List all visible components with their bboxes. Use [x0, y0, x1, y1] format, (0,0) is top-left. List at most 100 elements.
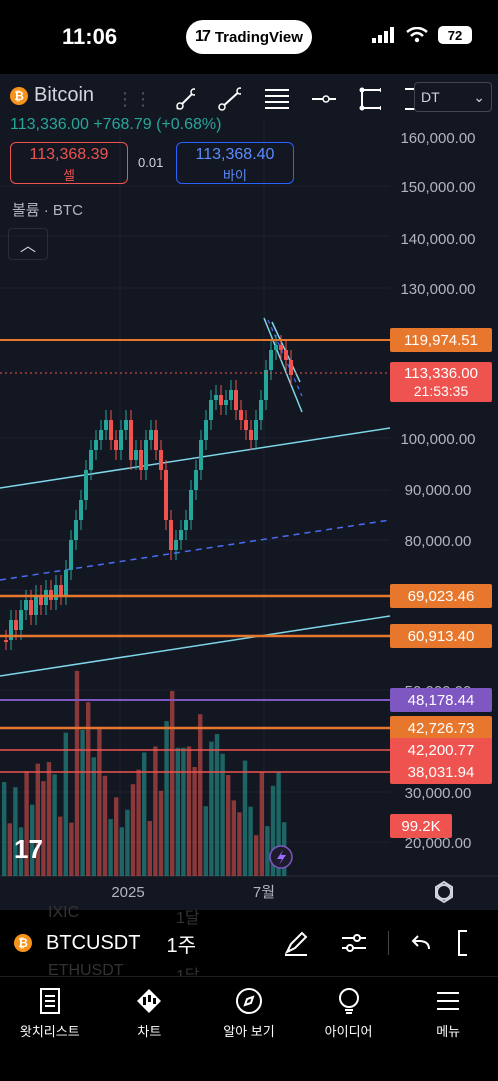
volume-bar: [52, 774, 57, 876]
volume-bar: [24, 771, 29, 876]
indicators-settings-icon[interactable]: [340, 929, 368, 957]
level-tag: 48,178.44: [408, 692, 475, 709]
candle-body: [249, 430, 253, 440]
nav-watchlist[interactable]: 왓치리스트: [0, 977, 100, 1081]
nav-menu[interactable]: 메뉴: [398, 977, 498, 1081]
level-tag: 69,023.46: [408, 588, 475, 605]
volume-bar: [2, 782, 7, 876]
candle-body: [79, 500, 83, 520]
lightning-icon: [269, 845, 293, 869]
nav-explore[interactable]: 알아 보기: [199, 977, 299, 1081]
volume-bar: [35, 763, 40, 876]
candle-body: [209, 400, 213, 420]
price-chart[interactable]: 160,000.00 150,000.00 140,000.00 130,000.00…: [0, 74, 498, 910]
volume-bar: [108, 819, 113, 876]
trend-line-tool-icon[interactable]: [174, 86, 196, 112]
volume-bar: [7, 823, 12, 876]
price-axis-tick: 160,000.00: [400, 130, 475, 147]
volume-tag: 99.2K: [401, 818, 440, 835]
volume-bar: [237, 812, 242, 876]
candle-body: [139, 450, 143, 470]
symbol-title[interactable]: ₿ Bitcoin: [10, 84, 94, 107]
volume-bar: [69, 822, 74, 876]
price-axis-tick: 100,000.00: [400, 431, 475, 448]
level-tag-bg: [390, 716, 492, 740]
volume-bar: [231, 800, 236, 876]
currency-select-value: DT: [421, 89, 440, 105]
sell-price: 113,368.39: [29, 146, 109, 163]
candle-body: [264, 370, 268, 400]
drag-handle-icon[interactable]: ⋮⋮: [116, 88, 152, 109]
volume-tag-bg: [390, 814, 452, 838]
bottom-navigation: 왓치리스트 차트 알아 보기 아이디어 메뉴: [0, 976, 498, 1081]
candle-body: [134, 450, 138, 460]
volume-bar: [130, 784, 136, 876]
level-tag-bg: [390, 738, 492, 762]
volume-bar: [186, 746, 192, 876]
fib-tool-icon[interactable]: [263, 86, 289, 112]
volume-bar: [58, 816, 63, 876]
volume-bar: [153, 746, 158, 876]
candle-body: [39, 595, 43, 605]
candle-body: [119, 430, 123, 450]
chart-area[interactable]: 160,000.00 150,000.00 140,000.00 130,000.00…: [0, 74, 498, 910]
volume-bar: [30, 804, 35, 876]
volume-bar: [209, 741, 214, 876]
volume-bar: [226, 775, 231, 876]
rectangle-tool-icon[interactable]: [358, 86, 381, 112]
nav-label: 메뉴: [436, 1024, 461, 1039]
price-change: 113,336.00 +768.79 (+0.68%): [10, 116, 222, 133]
level-tag-bg: [390, 584, 492, 608]
ghost-watchlist-item: IXIC: [48, 904, 80, 921]
candle-body: [194, 470, 198, 490]
lightning-icon-bolt: [277, 850, 286, 865]
tradingview-pill[interactable]: 17 TradingView: [186, 20, 312, 54]
nav-chart[interactable]: 차트: [100, 977, 200, 1081]
ray-tool-icon[interactable]: [217, 86, 241, 112]
candle-body: [89, 450, 93, 470]
horizontal-levels: [0, 339, 390, 773]
current-price-tag-bg: [390, 362, 492, 402]
candle-body: [34, 595, 38, 615]
candle-body: [144, 440, 148, 470]
toolbar-divider: [387, 931, 389, 955]
candle-body: [179, 530, 183, 540]
symbol-button[interactable]: BTCUSDT: [46, 931, 141, 954]
volume-bar: [254, 835, 259, 876]
collapse-button[interactable]: ︿: [8, 228, 48, 260]
volume-bar: [142, 752, 147, 876]
nav-ideas[interactable]: 아이디어: [299, 977, 399, 1081]
candle-body: [4, 640, 8, 642]
candle-body: [259, 400, 263, 420]
price-axis-tick: 20,000.00: [405, 835, 472, 852]
level-tag: 38,031.94: [408, 764, 475, 781]
status-bar: 11:06 17 TradingView 72: [0, 0, 498, 74]
volume-bar: [242, 760, 248, 876]
volume-bar: [175, 747, 180, 876]
candle-body: [219, 395, 223, 405]
sell-button[interactable]: 113,368.39 셀: [10, 142, 128, 184]
dashed-trend-line: [0, 519, 391, 581]
candle-body: [184, 520, 188, 530]
undo-icon[interactable]: [409, 931, 433, 955]
currency-select[interactable]: DT ⌄: [414, 82, 492, 112]
ghost-watchlist-interval: 1달: [176, 910, 200, 927]
volume-bar: [80, 729, 85, 876]
horizontal-line-tool-icon[interactable]: [311, 86, 336, 112]
volume-bar: [46, 762, 52, 876]
candle-body: [124, 420, 128, 430]
volume-bar: [220, 753, 225, 876]
wedge-line: [263, 317, 303, 413]
interval-button[interactable]: 1주: [166, 934, 196, 957]
volume-bar: [248, 806, 253, 876]
drawing-brush-icon[interactable]: [282, 929, 310, 957]
volume-bars: [2, 670, 287, 876]
buy-button[interactable]: 113,368.40 바이: [176, 142, 294, 184]
candle-body: [29, 600, 33, 615]
volume-bar: [214, 734, 220, 876]
candle-body: [129, 420, 133, 460]
tradingview-watermark-icon: 17: [14, 834, 43, 864]
fullscreen-icon[interactable]: [457, 929, 471, 957]
candlesticks: [4, 335, 293, 650]
